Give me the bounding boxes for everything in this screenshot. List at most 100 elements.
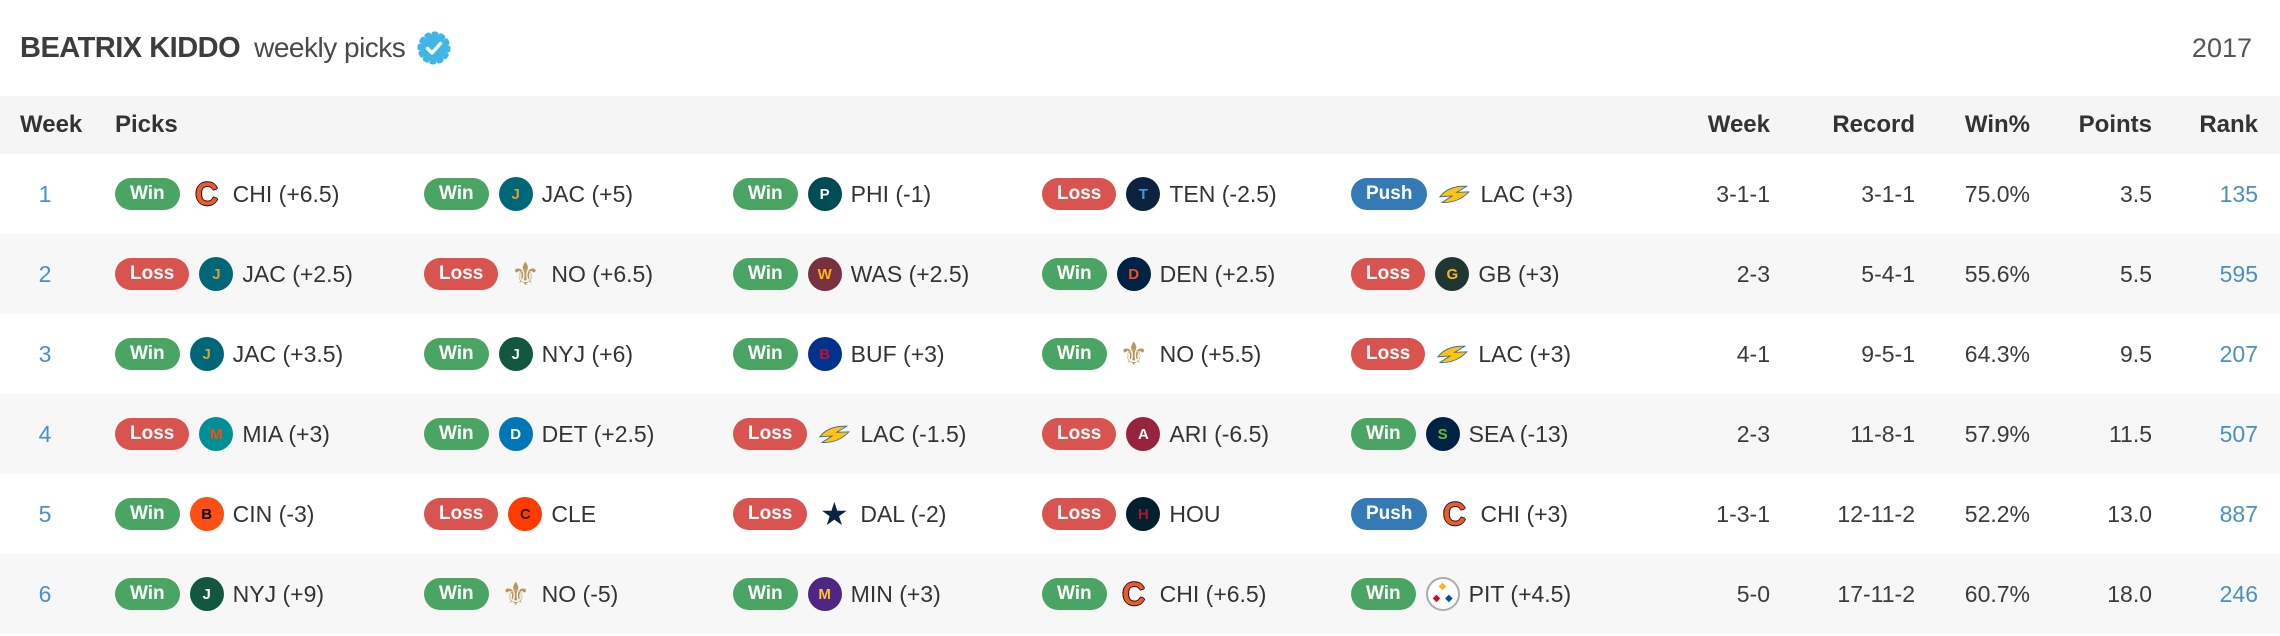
result-badge: Win [424, 418, 489, 450]
pick-cell: Win J JAC (+3.5) [85, 337, 394, 371]
pick-label: CHI (+6.5) [1159, 580, 1267, 607]
new-orleans-saints-logo: ⚜ [501, 576, 530, 612]
pick-cell: Win P PHI (-1) [703, 177, 1012, 211]
rank-link[interactable]: 246 [2219, 580, 2258, 607]
verified-badge-icon [417, 31, 451, 65]
cincinnati-bengals-logo: B [189, 497, 224, 531]
result-badge: Win [1351, 578, 1416, 610]
stat-points: 5.5 [2120, 260, 2152, 287]
result-badge: Win [733, 178, 798, 210]
pick-label: PIT (+4.5) [1468, 580, 1572, 607]
pick-cell: Win D DEN (+2.5) [1012, 257, 1321, 291]
stat-week-record: 5-0 [1736, 580, 1770, 607]
result-badge: Loss [733, 418, 808, 450]
pick-label: HOU [1169, 500, 1221, 527]
week-link[interactable]: 6 [38, 580, 52, 607]
result-badge: Win [115, 338, 180, 370]
philadelphia-eagles-logo: P [807, 177, 842, 211]
stat-season-record: 17-11-2 [1837, 580, 1915, 607]
pick-label: DET (+2.5) [541, 420, 655, 447]
pick-label: DAL (-2) [860, 500, 947, 527]
new-york-jets-logo: J [189, 577, 224, 611]
result-badge: Win [733, 338, 798, 370]
week-link[interactable]: 1 [38, 180, 52, 207]
stat-week-record: 2-3 [1736, 420, 1770, 447]
title-bar: BEATRIX KIDDO weekly picks 2017 [0, 0, 2280, 96]
pick-cell: Loss T TEN (-2.5) [1012, 177, 1321, 211]
rank-link[interactable]: 135 [2219, 180, 2258, 207]
rank-link[interactable]: 595 [2219, 260, 2258, 287]
page-subtitle: weekly picks [254, 32, 406, 63]
pick-label: NO (+5.5) [1159, 340, 1262, 367]
pick-label: JAC (+2.5) [242, 260, 353, 287]
pick-label: GB (+3) [1478, 260, 1560, 287]
chicago-bears-logo: C [1122, 576, 1146, 612]
week-link[interactable]: 5 [38, 500, 52, 527]
pick-cell: Push LAC (+3) [1321, 177, 1630, 211]
col-header-record: Record [1832, 111, 1915, 138]
rank-link[interactable]: 887 [2219, 500, 2258, 527]
pick-cell: Win ◆ ◆ ◆ PIT (+4.5) [1321, 577, 1630, 611]
washington-redskins-logo: W [807, 257, 842, 291]
chicago-bears-logo: C [1442, 496, 1466, 532]
pick-cell: Win M MIN (+3) [703, 577, 1012, 611]
stat-season-record: 3-1-1 [1861, 180, 1915, 207]
pick-label: NO (+6.5) [551, 260, 653, 287]
pick-cell: Push C CHI (+3) [1321, 497, 1630, 531]
result-badge: Loss [1042, 178, 1117, 210]
stat-week-record: 2-3 [1736, 260, 1770, 287]
stat-win-pct: 64.3% [1964, 340, 2030, 367]
rank-link[interactable]: 207 [2219, 340, 2258, 367]
col-header-win-pct: Win% [1964, 111, 2030, 138]
table-row: 3 Win J JAC (+3.5) Win J NYJ (+6) Win B … [0, 314, 2280, 394]
stat-points: 13.0 [2107, 500, 2152, 527]
pick-cell: Win J JAC (+5) [394, 177, 703, 211]
new-york-jets-logo: J [498, 337, 533, 371]
result-badge: Push [1351, 498, 1428, 530]
pittsburgh-steelers-logo: ◆ ◆ ◆ [1425, 577, 1460, 611]
rank-link[interactable]: 507 [2219, 420, 2258, 447]
pick-cell: Win C CHI (+6.5) [1012, 577, 1321, 611]
arizona-cardinals-logo: A [1126, 417, 1161, 451]
pick-cell: Loss LAC (+3) [1321, 337, 1630, 371]
table-row: 5 Win B CIN (-3) Loss C CLE Loss ★ DAL (… [0, 474, 2280, 554]
pick-label: JAC (+3.5) [232, 340, 344, 367]
pick-cell: Win J NYJ (+6) [394, 337, 703, 371]
pick-cell: Win ⚜ NO (-5) [394, 577, 703, 611]
table-row: 1 Win C CHI (+6.5) Win J JAC (+5) Win P … [0, 154, 2280, 234]
pick-cell: Win D DET (+2.5) [394, 417, 703, 451]
pick-cell: Win C CHI (+6.5) [85, 177, 394, 211]
pick-cell: Win B CIN (-3) [85, 497, 394, 531]
pick-label: NYJ (+9) [232, 580, 325, 607]
los-angeles-chargers-logo [1437, 177, 1471, 211]
detroit-lions-logo: D [498, 417, 533, 451]
pick-label: SEA (-13) [1468, 420, 1569, 447]
week-link[interactable]: 3 [38, 340, 52, 367]
col-header-week-record: Week [1707, 111, 1770, 138]
new-orleans-saints-logo: ⚜ [1119, 336, 1148, 372]
houston-texans-logo: H [1126, 497, 1161, 531]
week-link[interactable]: 4 [38, 420, 52, 447]
stat-points: 18.0 [2107, 580, 2152, 607]
result-badge: Loss [1351, 258, 1426, 290]
pick-label: CHI (+3) [1480, 500, 1568, 527]
los-angeles-chargers-logo [1435, 337, 1469, 371]
result-badge: Push [1351, 178, 1428, 210]
stat-win-pct: 75.0% [1964, 180, 2030, 207]
stat-win-pct: 57.9% [1964, 420, 2030, 447]
result-badge: Win [115, 578, 180, 610]
pick-label: LAC (+3) [1478, 340, 1572, 367]
jacksonville-jaguars-logo: J [189, 337, 224, 371]
table-row: 6 Win J NYJ (+9) Win ⚜ NO (-5) Win M MIN… [0, 554, 2280, 634]
result-badge: Win [1351, 418, 1416, 450]
result-badge: Loss [424, 258, 499, 290]
minnesota-vikings-logo: M [807, 577, 842, 611]
table-row: 4 Loss M MIA (+3) Win D DET (+2.5) Loss … [0, 394, 2280, 474]
result-badge: Loss [733, 498, 808, 530]
week-link[interactable]: 2 [38, 260, 52, 287]
result-badge: Win [424, 578, 489, 610]
season-year: 2017 [2191, 32, 2252, 63]
miami-dolphins-logo: M [199, 417, 234, 451]
denver-broncos-logo: D [1116, 257, 1151, 291]
pick-label: LAC (-1.5) [860, 420, 967, 447]
